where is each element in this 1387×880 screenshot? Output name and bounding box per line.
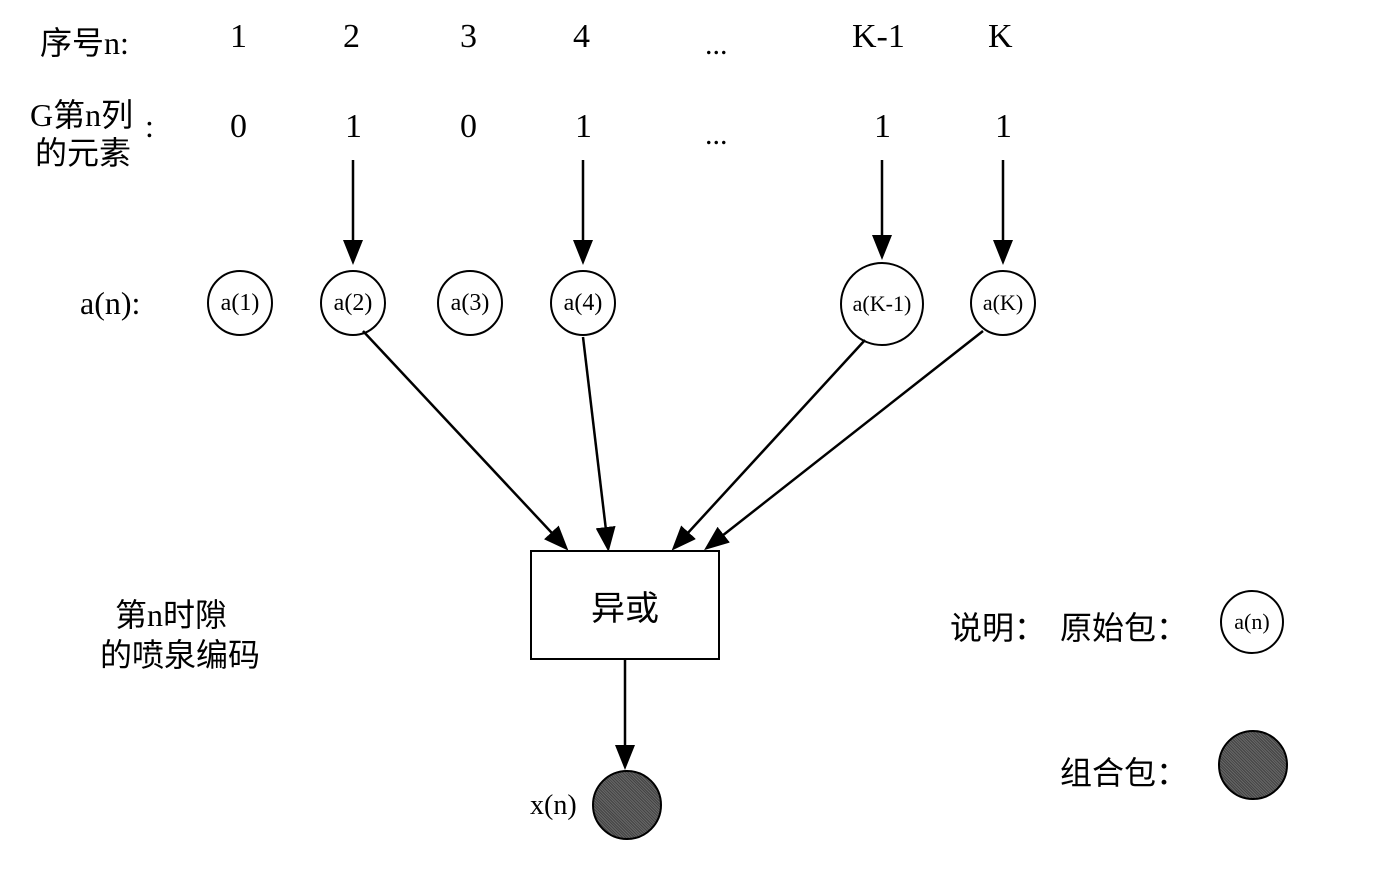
node-ak1-label: a(K-1): [853, 291, 912, 317]
arrow-ak1-xor: [675, 340, 865, 547]
caption-line2: 的喷泉编码: [100, 630, 260, 676]
g-k1: 1: [874, 108, 891, 146]
row-label-seq: 序号n:: [40, 18, 129, 64]
node-a1-label: a(1): [221, 290, 260, 317]
seq-2: 2: [343, 18, 360, 56]
xor-box: 异或: [530, 550, 720, 660]
arrow-a4-xor: [583, 337, 608, 547]
row-label-an: a(n):: [80, 285, 140, 322]
row-label-g-colon: :: [145, 108, 154, 145]
seq-1: 1: [230, 18, 247, 56]
xor-label: 异或: [591, 581, 659, 630]
arrow-a2-xor: [363, 331, 565, 547]
node-a3: a(3): [437, 270, 503, 336]
node-ak: a(K): [970, 270, 1036, 336]
legend-orig-node-label: a(n): [1234, 609, 1269, 635]
node-a3-label: a(3): [451, 290, 490, 317]
node-a4: a(4): [550, 270, 616, 336]
arrow-ak-xor: [708, 331, 983, 547]
g-1: 0: [230, 108, 247, 146]
seq-k: K: [988, 18, 1013, 56]
node-ak-label: a(K): [983, 290, 1023, 316]
g-3: 0: [460, 108, 477, 146]
g-k: 1: [995, 108, 1012, 146]
g-4: 1: [575, 108, 592, 146]
node-a4-label: a(4): [564, 290, 603, 317]
node-ak1: a(K-1): [840, 262, 924, 346]
node-a2-label: a(2): [334, 290, 373, 317]
node-a1: a(1): [207, 270, 273, 336]
legend-comb-node: [1218, 730, 1288, 800]
g-dots: ...: [705, 118, 728, 152]
node-a2: a(2): [320, 270, 386, 336]
legend-title: 说明：: [950, 603, 1046, 649]
legend-comb-label: 组合包：: [1060, 748, 1188, 794]
row-label-g-2: 的元素: [35, 128, 131, 174]
g-2: 1: [345, 108, 362, 146]
legend-orig-label: 原始包：: [1060, 603, 1188, 649]
seq-dots: ...: [705, 28, 728, 62]
legend-orig-node: a(n): [1220, 590, 1284, 654]
seq-3: 3: [460, 18, 477, 56]
seq-k1: K-1: [852, 18, 905, 56]
seq-4: 4: [573, 18, 590, 56]
output-node: [592, 770, 662, 840]
output-label: x(n): [530, 790, 577, 822]
